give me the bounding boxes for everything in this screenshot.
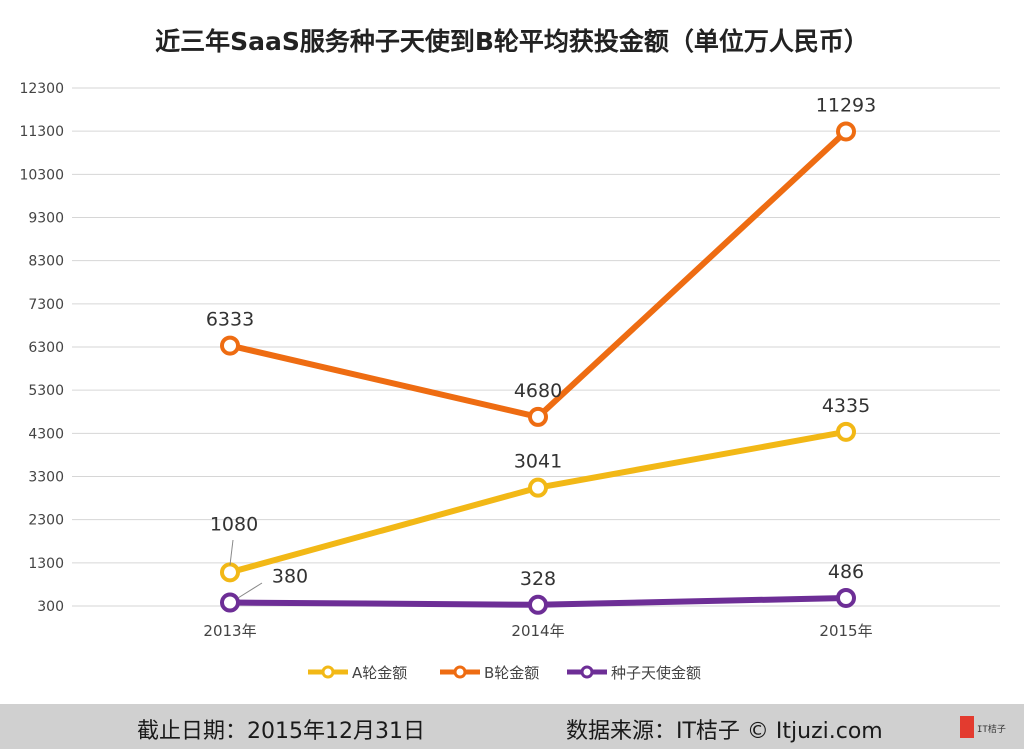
y-axis-ticks: 300 1300 2300 3300 4300 5300 6300 7300 8300 9300 1… <box>19 81 64 615</box>
footer-source: 数据来源：IT桔子 © Itjuzi.com <box>566 719 883 744</box>
y-tick-label: 4300 <box>28 426 64 442</box>
line-chart: 300 1300 2300 3300 4300 5300 6300 7300 8300 9300 1… <box>19 81 1000 682</box>
legend-label: 种子天使金额 <box>611 664 701 682</box>
data-label: 1080 <box>210 513 258 535</box>
data-point <box>836 421 856 442</box>
data-point <box>220 592 240 613</box>
data-labels: 1080 3041 4335 6333 4680 11293 380 328 486 <box>206 94 876 599</box>
data-label: 380 <box>272 566 308 588</box>
legend-marker <box>453 665 467 679</box>
y-tick-label: 9300 <box>28 211 64 227</box>
chart-title: 近三年SaaS服务种子天使到B轮平均获投金额（单位万人民币） <box>155 27 869 56</box>
footer-date: 截止日期：2015年12月31日 <box>137 719 425 744</box>
legend-marker <box>321 665 335 679</box>
data-point <box>220 562 240 583</box>
data-label: 486 <box>828 561 864 583</box>
x-axis-ticks: 2013年 2014年 2015年 <box>203 622 872 640</box>
data-label: 4335 <box>822 395 870 417</box>
x-tick-label: 2014年 <box>511 622 564 640</box>
label-leader-line <box>237 582 263 599</box>
y-tick-label: 8300 <box>28 254 64 270</box>
y-tick-label: 5300 <box>28 383 64 399</box>
y-tick-label: 7300 <box>28 297 64 313</box>
y-tick-label: 12300 <box>19 81 64 97</box>
legend-marker <box>580 665 594 679</box>
y-tick-label: 1300 <box>28 556 64 572</box>
data-label: 3041 <box>514 451 562 473</box>
label-leader-line <box>229 539 234 566</box>
data-point <box>528 594 548 615</box>
itjuzi-logo-icon: IT桔子 <box>960 716 1016 738</box>
y-tick-label: 300 <box>37 599 64 615</box>
legend: A轮金额 B轮金额 种子天使金额 <box>308 664 701 682</box>
y-tick-label: 10300 <box>19 167 64 183</box>
x-tick-label: 2013年 <box>203 622 256 640</box>
data-point <box>836 121 856 142</box>
x-tick-label: 2015年 <box>819 622 872 640</box>
y-tick-label: 2300 <box>28 513 64 529</box>
data-point <box>528 406 548 427</box>
data-point <box>836 587 856 608</box>
y-tick-label: 6300 <box>28 340 64 356</box>
y-tick-label: 3300 <box>28 470 64 486</box>
grid-layer <box>72 87 1000 607</box>
legend-label: A轮金额 <box>352 664 407 682</box>
footer-bar: 截止日期：2015年12月31日 数据来源：IT桔子 © Itjuzi.com … <box>0 704 1024 749</box>
legend-label: B轮金额 <box>484 664 539 682</box>
data-label: 328 <box>520 568 556 590</box>
series-layer <box>220 121 856 615</box>
data-point <box>528 477 548 498</box>
data-point <box>220 335 240 356</box>
data-label: 4680 <box>514 380 562 402</box>
data-label: 11293 <box>816 94 876 116</box>
data-label: 6333 <box>206 309 254 331</box>
y-tick-label: 11300 <box>19 124 64 140</box>
